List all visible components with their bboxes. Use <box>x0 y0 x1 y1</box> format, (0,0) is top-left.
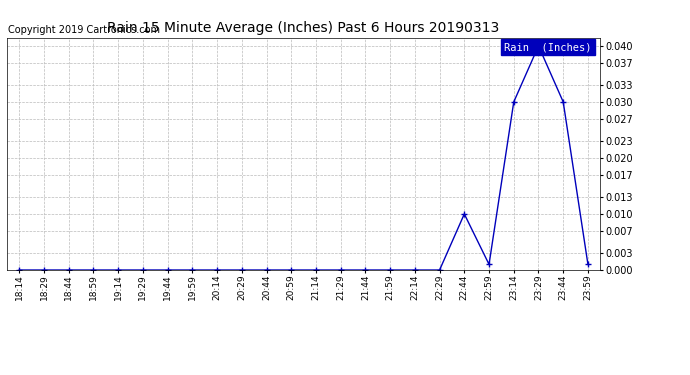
Text: Rain  (Inches): Rain (Inches) <box>504 42 591 52</box>
Title: Rain 15 Minute Average (Inches) Past 6 Hours 20190313: Rain 15 Minute Average (Inches) Past 6 H… <box>108 21 500 35</box>
Text: Copyright 2019 Cartronics.com: Copyright 2019 Cartronics.com <box>8 25 160 35</box>
